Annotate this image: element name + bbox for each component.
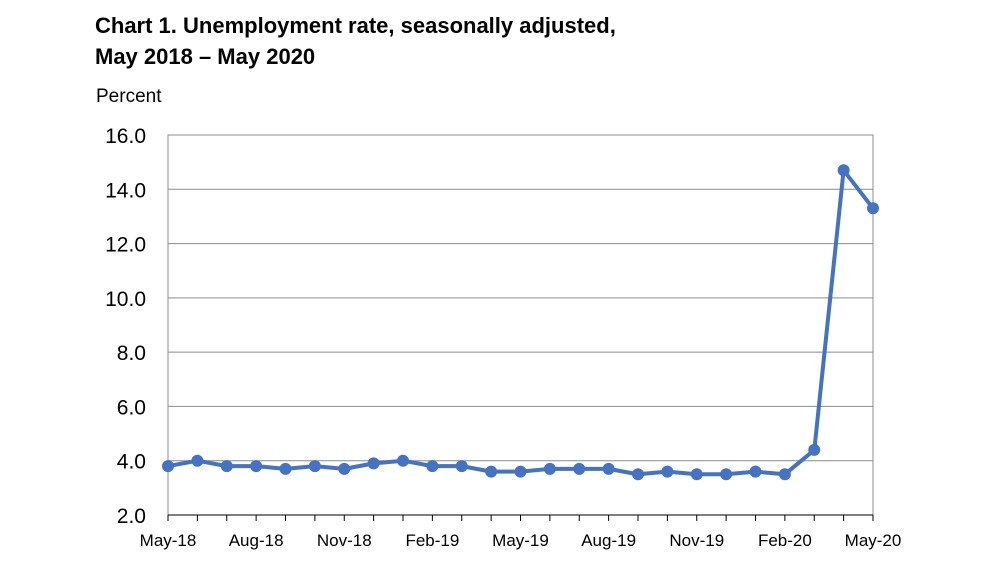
data-point bbox=[778, 468, 791, 481]
plot-frame bbox=[167, 134, 874, 516]
data-point bbox=[632, 468, 644, 481]
data-point bbox=[749, 465, 762, 478]
y-tick-label: 10.0 bbox=[105, 288, 146, 311]
data-point bbox=[602, 462, 615, 475]
chart-title-line-1: Chart 1. Unemployment rate, seasonally a… bbox=[95, 13, 616, 38]
data-point bbox=[367, 457, 380, 470]
x-tick-label: Aug-18 bbox=[229, 531, 284, 550]
x-tick-label: May-19 bbox=[492, 531, 549, 550]
data-point bbox=[162, 460, 174, 473]
data-point bbox=[279, 462, 292, 475]
data-point bbox=[191, 454, 204, 467]
chart-title: Chart 1. Unemployment rate, seasonally a… bbox=[95, 10, 616, 72]
y-tick-label: 6.0 bbox=[117, 396, 146, 419]
x-tick-label: Nov-19 bbox=[669, 531, 724, 550]
data-point bbox=[720, 468, 733, 481]
data-point bbox=[543, 462, 556, 475]
data-point bbox=[397, 454, 409, 467]
data-point bbox=[808, 443, 821, 456]
x-tick-label: Feb-20 bbox=[758, 531, 812, 550]
x-tick-label: Aug-19 bbox=[581, 531, 636, 550]
y-tick-label: 12.0 bbox=[105, 234, 146, 257]
series-line bbox=[167, 168, 875, 477]
y-tick-label: 4.0 bbox=[117, 451, 146, 474]
x-tick-label: May-20 bbox=[845, 531, 902, 550]
data-point bbox=[485, 465, 498, 478]
data-point bbox=[837, 164, 850, 177]
data-point bbox=[573, 462, 586, 475]
data-point bbox=[514, 465, 527, 478]
x-tick-label: Nov-18 bbox=[317, 531, 372, 550]
data-point bbox=[661, 465, 674, 478]
data-point bbox=[455, 460, 468, 473]
x-tick-label: Feb-19 bbox=[405, 531, 459, 550]
data-point bbox=[250, 460, 263, 473]
chart-title-line-2: May 2018 – May 2020 bbox=[95, 44, 316, 69]
data-point bbox=[867, 202, 879, 215]
y-tick-label: 8.0 bbox=[117, 342, 146, 365]
x-tick-label: May-18 bbox=[140, 531, 197, 550]
y-axis-label: Percent bbox=[96, 86, 162, 107]
data-point bbox=[338, 462, 351, 475]
data-point bbox=[308, 460, 321, 473]
y-tick-label: 14.0 bbox=[105, 179, 146, 202]
data-point bbox=[220, 460, 233, 473]
data-point bbox=[426, 460, 439, 473]
y-tick-label: 2.0 bbox=[117, 505, 146, 528]
data-point bbox=[690, 468, 703, 481]
y-tick-label: 16.0 bbox=[105, 125, 146, 148]
